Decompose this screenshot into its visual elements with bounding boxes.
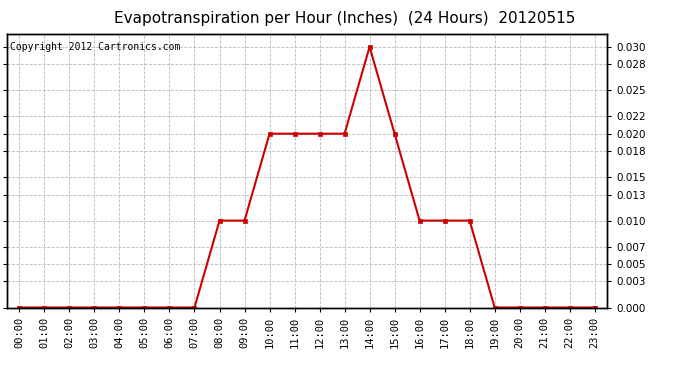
Text: Copyright 2012 Cartronics.com: Copyright 2012 Cartronics.com — [10, 42, 180, 52]
Text: Evapotranspiration per Hour (Inches)  (24 Hours)  20120515: Evapotranspiration per Hour (Inches) (24… — [115, 11, 575, 26]
